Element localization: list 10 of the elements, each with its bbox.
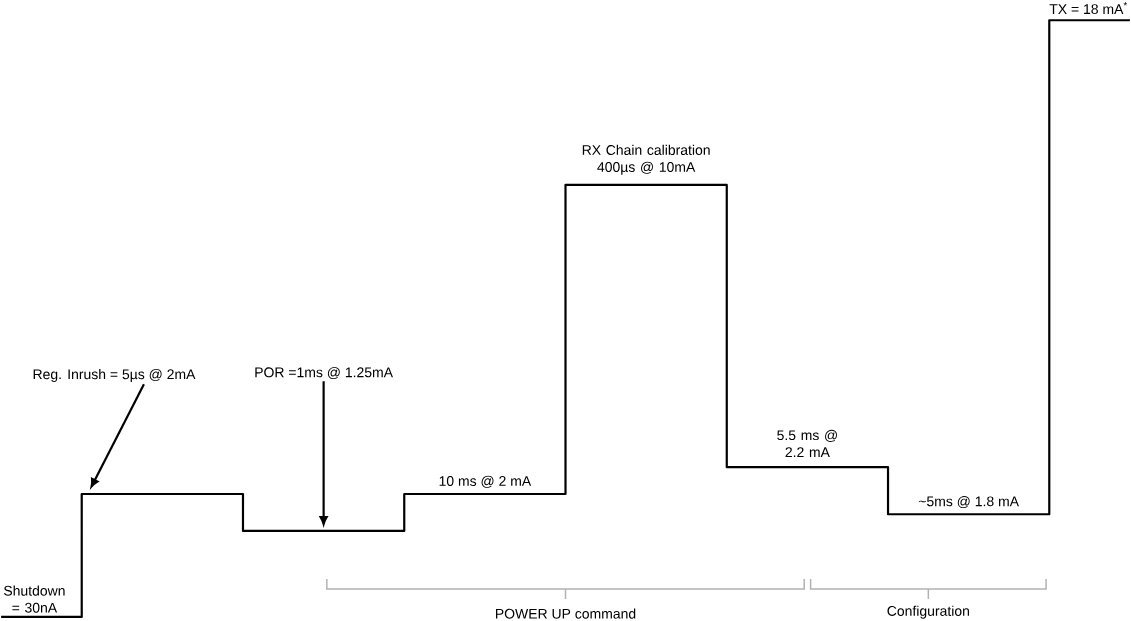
annotation: ~5ms @ 1.8 mA <box>918 496 1020 509</box>
annotation: Reg. Inrush = 5µs @ 2mA <box>33 369 196 383</box>
annotation: Configuration <box>887 605 969 619</box>
annotation: POWER UP command <box>496 608 636 619</box>
annotation: Shutdown = 30nA <box>3 585 65 613</box>
annotation: 5.5 ms @ 2.2 mA <box>777 430 837 458</box>
annotation: 10 ms @ 2 mA <box>439 475 532 488</box>
text: TX = 18 mA$^{*}$ <box>1049 2 1128 15</box>
annotation: POR =1ms @ 1.25mA <box>255 367 393 380</box>
annotation: RX Chain calibration 400µs @ 10mA <box>582 144 710 175</box>
